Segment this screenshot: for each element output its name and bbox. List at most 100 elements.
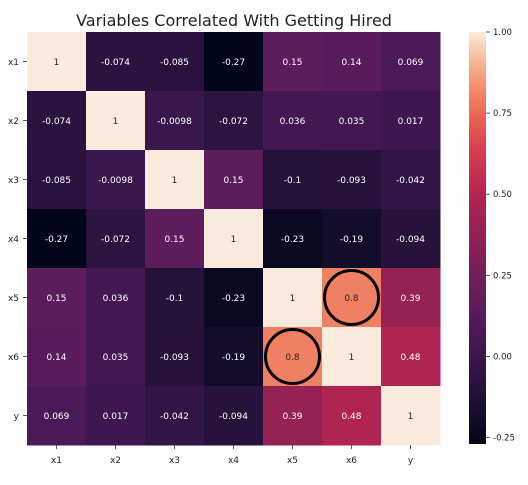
heatmap-cell-x5-x4 xyxy=(204,268,264,328)
heatmap-cell-x3-x2 xyxy=(86,150,146,210)
heatmap-cell-y-x1 xyxy=(27,386,87,446)
cell-label-x2-x1: -0.074 xyxy=(42,117,71,127)
colorbar-tick-label: -0.25 xyxy=(493,434,515,444)
heatmap-cell-x4-x1 xyxy=(27,209,87,269)
x-tick-label-x6: x6 xyxy=(346,456,357,466)
cell-label-x5-x6: 0.8 xyxy=(344,294,359,304)
heatmap-cell-x5-x2 xyxy=(86,268,146,328)
cell-label-x6-x6: 1 xyxy=(349,353,355,363)
heatmap-cell-x1-x3 xyxy=(145,32,205,92)
cell-label-x4-y: -0.094 xyxy=(396,235,425,245)
cell-label-x2-x5: 0.036 xyxy=(280,117,306,127)
cell-label-x3-x3: 1 xyxy=(172,176,178,186)
cell-label-x1-x1: 1 xyxy=(54,58,60,68)
heatmap-cell-x2-x3 xyxy=(145,91,205,151)
x-tick-label-x1: x1 xyxy=(51,456,62,466)
heatmap-cell-x6-x3 xyxy=(145,327,205,387)
heatmap-cell-x2-x6 xyxy=(322,91,382,151)
heatmap-cell-y-x2 xyxy=(86,386,146,446)
heatmap-cell-x5-x1 xyxy=(27,268,87,328)
heatmap-cell-x3-y xyxy=(381,150,441,210)
cell-label-x6-x5: 0.8 xyxy=(285,353,300,363)
cell-label-x3-y: -0.042 xyxy=(396,176,425,186)
heatmap-cell-x6-y xyxy=(381,327,441,387)
heatmap-cell-x1-x1 xyxy=(27,32,87,92)
y-tick-label-x3: x3 xyxy=(8,176,19,186)
heatmap-cell-x5-x5 xyxy=(263,268,323,328)
cell-label-x1-y: 0.069 xyxy=(398,58,424,68)
cell-label-y-y: 1 xyxy=(408,412,414,422)
heatmap-cell-x5-x3 xyxy=(145,268,205,328)
heatmap-cell-y-y xyxy=(381,386,441,446)
colorbar-tick-label: 1.00 xyxy=(493,28,512,38)
heatmap-cell-x1-y xyxy=(381,32,441,92)
cell-label-x2-x6: 0.035 xyxy=(339,117,365,127)
heatmap-cell-x3-x1 xyxy=(27,150,87,210)
highlight-circle-x6-x5 xyxy=(264,328,321,385)
heatmap-cell-x1-x6 xyxy=(322,32,382,92)
x-tick-label-y: y xyxy=(408,456,414,466)
colorbar-tick-label: 0.50 xyxy=(493,190,512,200)
colorbar-tick-label: 0.75 xyxy=(493,109,512,119)
y-tick-label-y: y xyxy=(14,412,20,422)
x-tick-label-x4: x4 xyxy=(228,456,239,466)
cell-label-x2-x4: -0.072 xyxy=(219,117,248,127)
cell-label-x4-x6: -0.19 xyxy=(340,235,364,245)
heatmap-cell-y-x5 xyxy=(263,386,323,446)
cell-label-y-x2: 0.017 xyxy=(103,412,129,422)
cell-label-x5-x2: 0.036 xyxy=(103,294,129,304)
cell-label-x4-x4: 1 xyxy=(231,235,237,245)
cell-label-x4-x1: -0.27 xyxy=(45,235,68,245)
highlight-circle-x5-x6 xyxy=(323,269,380,326)
heatmap-cell-x2-x1 xyxy=(27,91,87,151)
cell-label-x3-x1: -0.085 xyxy=(42,176,71,186)
cell-label-y-x5: 0.39 xyxy=(282,412,302,422)
cell-label-x4-x3: 0.15 xyxy=(164,235,184,245)
heatmap-cell-x4-y xyxy=(381,209,441,269)
heatmap-cell-x4-x6 xyxy=(322,209,382,269)
cell-label-x1-x6: 0.14 xyxy=(341,58,361,68)
cell-label-x6-y: 0.48 xyxy=(400,353,420,363)
cell-label-x2-y: 0.017 xyxy=(398,117,424,127)
cell-label-x1-x3: -0.085 xyxy=(160,58,189,68)
heatmap-cell-x5-y xyxy=(381,268,441,328)
heatmap-cell-x1-x4 xyxy=(204,32,264,92)
heatmap-cell-x2-y xyxy=(381,91,441,151)
highlight-circles xyxy=(264,269,380,385)
x-tick-label-x3: x3 xyxy=(169,456,180,466)
cell-label-x4-x2: -0.072 xyxy=(101,235,130,245)
colorbar: 1.00 0.75 0.50 0.25 0.00 -0.25 xyxy=(469,28,515,444)
cell-label-x6-x1: 0.14 xyxy=(46,353,66,363)
heatmap-cell-y-x6 xyxy=(322,386,382,446)
y-tick-label-x4: x4 xyxy=(8,235,19,245)
heatmap-cell-y-x3 xyxy=(145,386,205,446)
heatmap-cell-x1-x5 xyxy=(263,32,323,92)
colorbar-tick-label: 0.00 xyxy=(493,352,512,362)
heatmap-cell-x6-x1 xyxy=(27,327,87,387)
cell-label-y-x3: -0.042 xyxy=(160,412,189,422)
cell-label-y-x1: 0.069 xyxy=(44,412,70,422)
heatmap-cell-x6-x4 xyxy=(204,327,264,387)
cell-label-x1-x5: 0.15 xyxy=(282,58,302,68)
heatmap-cell-x2-x5 xyxy=(263,91,323,151)
cell-label-x1-x2: -0.074 xyxy=(101,58,130,68)
heatmap-cell-x3-x3 xyxy=(145,150,205,210)
cell-label-x3-x2: -0.0098 xyxy=(98,176,133,186)
cell-label-x5-x1: 0.15 xyxy=(46,294,66,304)
heatmap-cell-x4-x3 xyxy=(145,209,205,269)
cell-label-x3-x5: -0.1 xyxy=(284,176,302,186)
y-tick-label-x6: x6 xyxy=(8,353,19,363)
heatmap-cell-x1-x2 xyxy=(86,32,146,92)
y-tick-label-x5: x5 xyxy=(8,294,19,304)
heatmap-cell-x2-x4 xyxy=(204,91,264,151)
cell-label-y-x6: 0.48 xyxy=(341,412,361,422)
cell-label-x4-x5: -0.23 xyxy=(281,235,304,245)
cell-label-x6-x2: 0.035 xyxy=(103,353,129,363)
cell-label-y-x4: -0.094 xyxy=(219,412,248,422)
cell-label-x3-x4: 0.15 xyxy=(223,176,243,186)
cell-label-x5-x3: -0.1 xyxy=(166,294,184,304)
y-tick-label-x2: x2 xyxy=(8,117,19,127)
x-tick-label-x2: x2 xyxy=(110,456,121,466)
cell-label-x1-x4: -0.27 xyxy=(222,58,245,68)
x-tick-label-x5: x5 xyxy=(287,456,298,466)
